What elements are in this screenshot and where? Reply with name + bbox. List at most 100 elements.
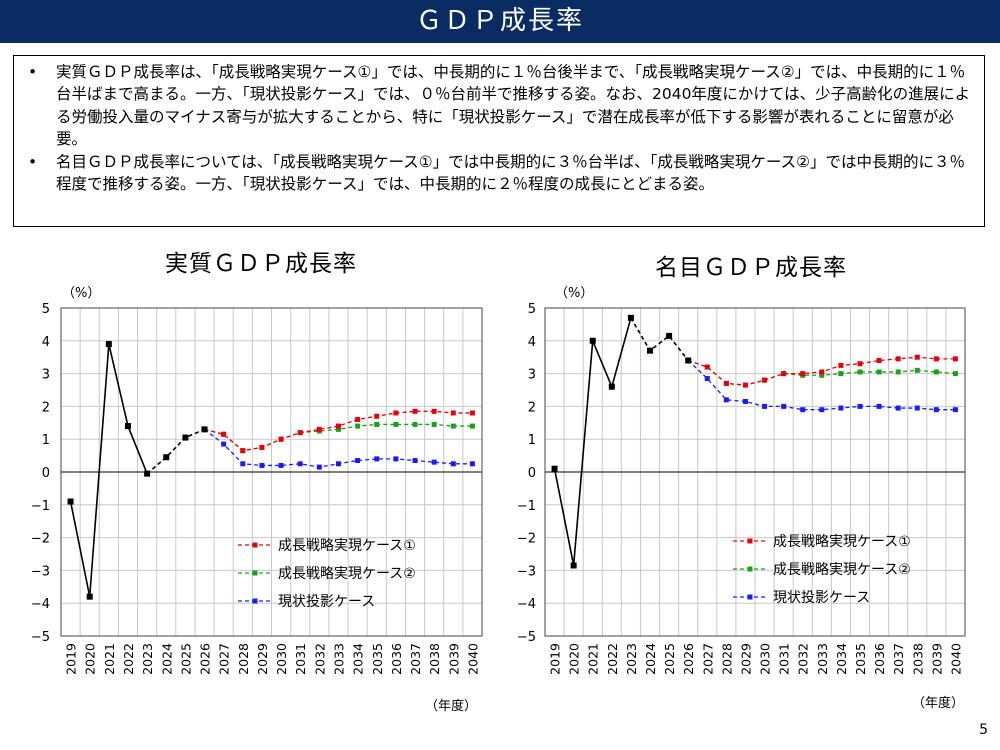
history-point [67, 498, 74, 505]
y-tick-label: −2 [517, 532, 536, 547]
data-point-baseline [952, 407, 958, 413]
data-point-baseline [221, 441, 227, 447]
data-point-case1 [781, 371, 787, 377]
plot-frame [60, 307, 483, 637]
history-point [86, 593, 93, 600]
y-tick-label: 1 [42, 433, 50, 448]
data-point-baseline [857, 403, 863, 409]
x-tick-label: 2036 [389, 643, 404, 675]
data-point-case2 [933, 369, 939, 375]
x-tick-label: 2021 [102, 643, 117, 675]
data-point-baseline [412, 458, 418, 464]
data-point-case1 [704, 364, 710, 370]
data-point-case1 [431, 408, 437, 414]
chart-real: 5 4 3 2 1 0 −1 −2 −3 −4 −5 （%） 2019 2020 2021 2022 2023 2… [31, 286, 483, 675]
data-point-baseline [838, 405, 844, 411]
chart-nominal: 5 4 3 2 1 0 −1 −2 −3 −4 −5 （%） 2019 2020 2021 2022 2023 2… [517, 286, 966, 675]
legend-label-baseline: 現状投影ケース [278, 594, 375, 610]
data-point-baseline [933, 407, 939, 413]
summary-box: • 実質ＧＤＰ成長率は、「成長戦略実現ケース①」では、中長期的に１％台後半まで、… [13, 55, 985, 227]
x-tick-label: 2025 [662, 643, 677, 675]
data-point-baseline [895, 405, 901, 411]
data-point-case1 [412, 408, 418, 414]
x-tick-label: 2034 [834, 643, 849, 675]
data-point-baseline [742, 398, 748, 404]
legend-marker-baseline [747, 594, 753, 600]
history-point [201, 426, 208, 433]
x-tick-label: 2029 [738, 643, 753, 675]
history-point [570, 562, 577, 569]
summary-text-1: 実質ＧＤＰ成長率は、「成長戦略実現ケース①」では、中長期的に１％台後半まで、「成… [56, 63, 971, 149]
data-point-case1 [335, 423, 341, 429]
x-tick-label: 2031 [777, 643, 792, 675]
x-tick-label: 2033 [331, 643, 346, 675]
data-point-case1 [240, 448, 246, 454]
history-line-dashed [146, 428, 205, 475]
y-axis-label: （%） [555, 286, 593, 301]
y-tick-label: 3 [528, 368, 536, 383]
plot-frame [544, 307, 966, 637]
x-tick-label: 2020 [83, 643, 98, 675]
history-line-solid [69, 343, 148, 597]
x-tick-label: 2030 [274, 643, 289, 675]
y-tick-label: −5 [517, 630, 536, 645]
history-point [105, 341, 112, 348]
x-tick-label: 2026 [198, 643, 213, 675]
data-point-baseline [819, 407, 825, 413]
page-number: 5 [979, 722, 988, 738]
data-point-case1 [278, 436, 284, 442]
chart-real-xlabel: （年度） [425, 699, 478, 714]
data-point-case1 [297, 430, 303, 436]
data-point-case2 [335, 426, 341, 432]
x-tick-label: 2035 [853, 643, 868, 675]
x-tick-label: 2020 [567, 643, 582, 675]
y-tick-label: −1 [31, 499, 50, 514]
history-point [647, 347, 653, 354]
data-point-case1 [800, 371, 806, 377]
legend-marker-case1 [252, 542, 258, 548]
x-tick-label: 2038 [427, 643, 442, 675]
data-point-case2 [393, 421, 399, 427]
data-point-case1 [316, 426, 322, 432]
y-tick-label: 2 [528, 400, 536, 415]
data-point-baseline [469, 461, 475, 467]
history-point [182, 434, 189, 441]
legend-marker-case2 [252, 570, 258, 576]
data-point-baseline [723, 397, 729, 403]
y-tick-label: 4 [528, 335, 536, 350]
x-tick-label: 2037 [891, 643, 906, 675]
y-tick-label: −2 [31, 532, 50, 547]
data-point-case2 [838, 371, 844, 377]
x-tick-label: 2040 [948, 643, 963, 675]
chart-nominal-xlabel: （年度） [912, 696, 965, 711]
series-line-baseline [687, 360, 956, 411]
history-point [685, 357, 692, 364]
legend-label-case1: 成長戦略実現ケース① [278, 538, 416, 554]
y-tick-label: −4 [517, 597, 536, 612]
data-point-case1 [895, 356, 901, 362]
legend-label-case2: 成長戦略実現ケース② [773, 562, 911, 578]
data-point-case2 [857, 369, 863, 375]
data-point-case1 [374, 413, 380, 419]
legend-label-baseline: 現状投影ケース [773, 590, 870, 606]
y-tick-label: 5 [42, 302, 50, 317]
data-point-baseline [316, 464, 322, 470]
summary-text-2: 名目ＧＤＰ成長率については、「成長戦略実現ケース①」では中長期的に３％台半ば、「… [56, 152, 965, 194]
x-tick-label: 2024 [159, 643, 174, 675]
data-point-case1 [952, 356, 958, 362]
data-point-case1 [819, 369, 825, 375]
data-point-baseline [335, 461, 341, 467]
x-tick-label: 2032 [796, 643, 811, 675]
legend-label-case1: 成長戦略実現ケース① [773, 534, 911, 550]
data-point-baseline [355, 458, 361, 464]
legend-label-case2: 成長戦略実現ケース② [278, 566, 416, 582]
y-tick-label: 0 [528, 466, 536, 481]
x-tick-label: 2032 [312, 643, 327, 675]
data-point-baseline [393, 456, 399, 462]
x-tick-label: 2034 [351, 643, 366, 675]
history-point [144, 470, 151, 477]
history-point [666, 332, 673, 339]
page-title: ＧＤＰ成長率 [0, 0, 1000, 43]
data-point-case1 [450, 410, 456, 416]
